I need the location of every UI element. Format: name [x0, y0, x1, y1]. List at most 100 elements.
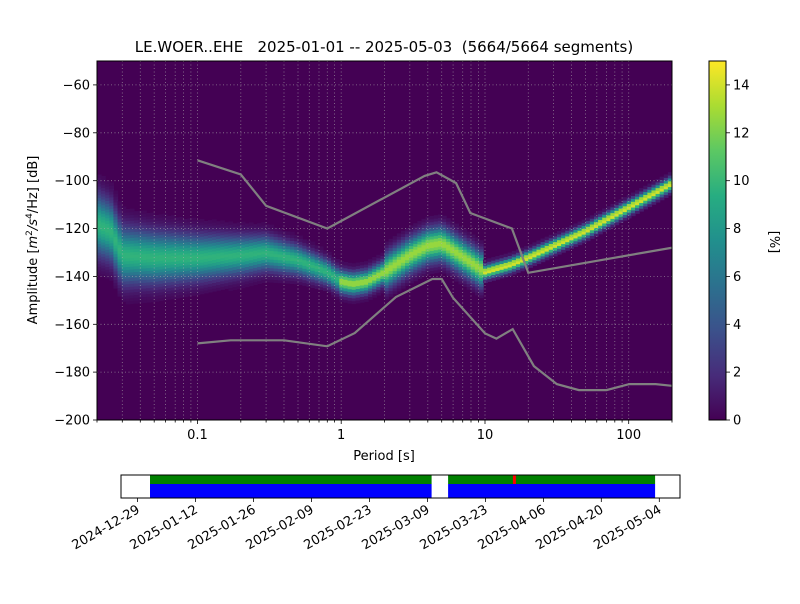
heatmap-cell: [195, 257, 201, 261]
heatmap-cell: [355, 288, 361, 292]
heatmap-cell: [511, 256, 517, 261]
heatmap-cell: [536, 251, 542, 256]
heatmap-cell: [248, 253, 254, 258]
heatmap-cell: [109, 225, 115, 229]
heatmap-cell: [335, 296, 340, 300]
heatmap-cell: [257, 246, 262, 250]
heatmap-cell: [548, 252, 554, 256]
heatmap-cell: [392, 253, 398, 257]
heatmap-cell: [331, 271, 336, 275]
heatmap-cell: [244, 272, 250, 276]
heatmap-cell: [125, 283, 131, 288]
heatmap-cell: [138, 268, 143, 272]
heatmap-cell: [212, 285, 217, 289]
heatmap-cell: [207, 243, 213, 247]
heatmap-cell: [331, 279, 336, 284]
heatmap-cell: [478, 260, 484, 264]
low-noise-model-line: [197, 277, 672, 392]
heatmap-cell: [203, 232, 209, 236]
heatmap-cell: [400, 239, 406, 243]
heatmap-cell: [499, 260, 505, 265]
heatmap-cell: [133, 222, 139, 227]
heatmap-cell: [154, 240, 160, 245]
heatmap-cell: [133, 294, 139, 298]
heatmap-cell: [133, 242, 139, 247]
heatmap-cell: [125, 211, 131, 216]
heatmap-cell: [228, 261, 234, 266]
heatmap-cell: [659, 182, 665, 186]
heatmap-cell: [129, 280, 135, 284]
heatmap-cell: [261, 247, 266, 252]
heatmap-cell: [273, 253, 279, 258]
heatmap-cell: [339, 278, 345, 282]
heatmap-cell: [179, 268, 184, 272]
heatmap-cell: [659, 179, 665, 184]
heatmap-cell: [220, 274, 225, 279]
heatmap-cell: [281, 239, 287, 244]
heatmap-cell: [310, 241, 316, 245]
heatmap-cell: [363, 289, 369, 294]
heatmap-cell: [520, 267, 525, 272]
heatmap-cell: [298, 249, 303, 254]
heatmap-cell: [298, 252, 303, 257]
heatmap-cell: [610, 218, 616, 222]
heatmap-cell: [405, 256, 410, 261]
heatmap-cell: [663, 180, 669, 184]
heatmap-cell: [232, 257, 238, 262]
heatmap-cell: [368, 262, 373, 266]
heatmap-cell: [216, 221, 221, 225]
heatmap-cell: [302, 271, 308, 275]
heatmap-cell: [437, 228, 443, 233]
heatmap-cell: [105, 206, 110, 210]
heatmap-cell: [466, 286, 472, 290]
heatmap-cell: [170, 220, 176, 225]
heatmap-cell: [146, 247, 151, 251]
heatmap-cell: [257, 248, 262, 253]
heatmap-cell: [442, 218, 447, 222]
heatmap-cell: [667, 180, 672, 185]
heatmap-cell: [417, 266, 423, 271]
heatmap-cell: [630, 212, 636, 217]
heatmap-cell: [240, 241, 246, 246]
heatmap-cell: [224, 282, 230, 287]
heatmap-cell: [318, 277, 324, 282]
heatmap-cell: [450, 249, 455, 254]
heatmap-cell: [117, 252, 123, 257]
heatmap-cell: [265, 261, 271, 266]
heatmap-cell: [281, 265, 287, 270]
heatmap-cell: [109, 191, 115, 195]
heatmap-cell: [232, 275, 238, 279]
heatmap-cell: [236, 285, 242, 290]
heatmap-cell: [487, 258, 492, 262]
heatmap-cell: [335, 293, 340, 297]
heatmap-cell: [216, 255, 221, 260]
heatmap-cell: [183, 247, 188, 252]
heatmap-cell: [302, 262, 308, 266]
heatmap-cell: [663, 183, 669, 187]
heatmap-cell: [663, 188, 669, 193]
heatmap-cell: [470, 240, 476, 244]
heatmap-cell: [524, 257, 529, 261]
heatmap-cell: [433, 261, 439, 265]
heatmap-cell: [154, 217, 160, 222]
heatmap-cell: [133, 268, 139, 273]
heatmap-cell: [277, 279, 283, 284]
heatmap-cell: [162, 282, 168, 287]
heatmap-cell: [199, 256, 205, 260]
heatmap-cell: [384, 258, 390, 263]
heatmap-cell: [129, 260, 135, 264]
heatmap-cell: [203, 261, 209, 265]
heatmap-cell: [487, 264, 492, 268]
heatmap-cell: [569, 236, 575, 241]
heatmap-cell: [121, 232, 127, 236]
heatmap-cell: [384, 250, 390, 254]
heatmap-cell: [454, 260, 460, 265]
heatmap-cell: [552, 244, 558, 248]
heatmap-cell: [322, 261, 328, 266]
heatmap-cell: [240, 235, 246, 240]
heatmap-cell: [277, 248, 283, 252]
heatmap-cell: [306, 277, 312, 282]
x-axis-ticks: 0.1 1 10 100: [96, 420, 673, 443]
heatmap-cell: [273, 250, 279, 255]
heatmap-cell: [511, 265, 517, 269]
